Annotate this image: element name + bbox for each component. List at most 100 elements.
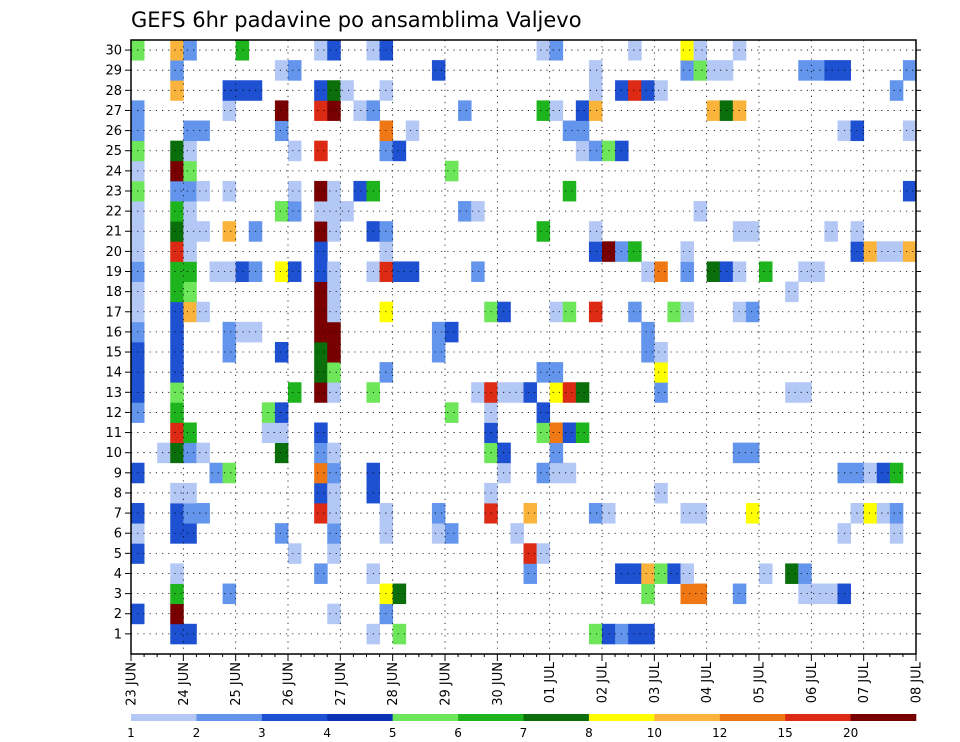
y-tick-label: 26 — [105, 124, 122, 139]
colorbar-swatch — [196, 714, 263, 721]
heatmap-cell — [667, 301, 681, 323]
heatmap-cell — [183, 120, 197, 142]
heatmap-cell — [680, 241, 694, 262]
heatmap-cell — [588, 60, 603, 81]
heatmap-cell — [445, 523, 459, 544]
heatmap-cell — [274, 120, 289, 142]
heatmap-cell — [222, 100, 237, 121]
heatmap-cell — [209, 261, 223, 282]
heatmap-cell — [588, 80, 603, 101]
heatmap-cell — [170, 241, 184, 262]
heatmap-cell — [654, 382, 668, 403]
heatmap-cell — [170, 341, 184, 363]
x-tick-label: 27 JUN — [334, 662, 349, 706]
heatmap-cell — [536, 100, 551, 121]
heatmap-cell — [445, 321, 459, 343]
colorbar-swatch — [131, 714, 197, 721]
heatmap-cell — [876, 503, 891, 524]
heatmap-cell — [680, 60, 694, 81]
heatmap-cell — [405, 120, 420, 142]
y-tick-label: 22 — [105, 205, 122, 220]
heatmap-cell — [785, 281, 799, 303]
heatmap-cell — [667, 563, 681, 584]
y-tick-label: 14 — [105, 366, 122, 381]
heatmap-cell — [170, 321, 184, 343]
heatmap-cell — [288, 543, 302, 564]
heatmap-cell — [889, 503, 904, 524]
colorbar-swatch — [458, 714, 524, 721]
heatmap-cell — [549, 301, 564, 323]
heatmap-cell — [536, 221, 551, 242]
colorbar-label: 3 — [258, 726, 266, 740]
y-tick-label: 8 — [114, 486, 122, 501]
heatmap-cell — [575, 422, 590, 444]
heatmap-cell — [431, 503, 446, 524]
heatmap-cell — [314, 241, 328, 262]
heatmap-cell — [471, 201, 485, 222]
heatmap-cell — [889, 80, 904, 101]
x-tick-label: 28 JUN — [386, 662, 401, 706]
heatmap-cell — [680, 261, 694, 282]
heatmap-cell — [183, 221, 197, 242]
heatmap-cell — [327, 80, 341, 101]
heatmap-cell — [170, 523, 184, 544]
colorbar-swatch — [327, 714, 393, 721]
heatmap-cell — [458, 201, 472, 222]
heatmap-cell — [471, 382, 485, 403]
heatmap-cell — [902, 241, 917, 262]
colorbar-label: 4 — [323, 726, 331, 740]
y-tick-label: 25 — [105, 144, 122, 159]
heatmap-cell — [314, 382, 328, 403]
heatmap-cell — [693, 60, 708, 81]
x-tick-label: 26 JUN — [282, 662, 297, 706]
heatmap-cell — [458, 100, 472, 121]
heatmap-cell — [562, 462, 577, 484]
heatmap-cell — [327, 603, 341, 625]
colorbar-label: 8 — [585, 726, 593, 740]
x-tick-label: 06 JUL — [805, 661, 820, 703]
heatmap-cell — [680, 503, 694, 524]
heatmap-cell — [785, 563, 799, 584]
heatmap-cell — [523, 503, 537, 524]
heatmap-cell — [170, 221, 184, 242]
heatmap-cell — [314, 281, 328, 303]
heatmap-cell — [274, 402, 289, 423]
heatmap-cell — [170, 583, 184, 605]
y-tick-label: 13 — [105, 386, 122, 401]
heatmap-cell — [536, 40, 551, 61]
heatmap-cell — [588, 623, 603, 645]
y-tick-label: 17 — [105, 305, 122, 320]
heatmap-cell — [170, 160, 184, 182]
y-tick-label: 16 — [105, 325, 122, 340]
heatmap-cell — [654, 80, 668, 101]
heatmap-cell — [183, 281, 197, 303]
heatmap-cell — [170, 60, 184, 81]
colorbar-swatch — [850, 714, 917, 721]
heatmap-cell — [288, 382, 302, 403]
heatmap-cell — [693, 40, 708, 61]
heatmap-cell — [641, 583, 655, 605]
x-tick-label: 30 JUN — [491, 662, 506, 706]
x-tick-label: 23 JUN — [125, 662, 140, 706]
heatmap-cell — [327, 362, 341, 383]
heatmap-cell — [575, 140, 590, 162]
heatmap-cell — [876, 462, 891, 484]
heatmap-cell — [288, 201, 302, 222]
heatmap-cell — [628, 563, 642, 584]
x-tick-label: 24 JUN — [177, 662, 192, 706]
heatmap-cell — [222, 221, 237, 242]
heatmap-cell — [314, 180, 328, 202]
heatmap-cell — [680, 563, 694, 584]
heatmap-cell — [314, 40, 328, 61]
heatmap-cell — [431, 60, 446, 81]
heatmap-cell — [431, 341, 446, 363]
heatmap-cell — [641, 261, 655, 282]
heatmap-cell — [327, 201, 341, 222]
heatmap-cell — [196, 301, 210, 323]
heatmap-cell — [327, 261, 341, 282]
colorbar-label: 12 — [712, 726, 727, 740]
heatmap-cell — [288, 180, 302, 202]
heatmap-cell — [811, 261, 825, 282]
x-tick-label: 03 JUL — [648, 661, 663, 703]
heatmap-cell — [745, 221, 760, 242]
